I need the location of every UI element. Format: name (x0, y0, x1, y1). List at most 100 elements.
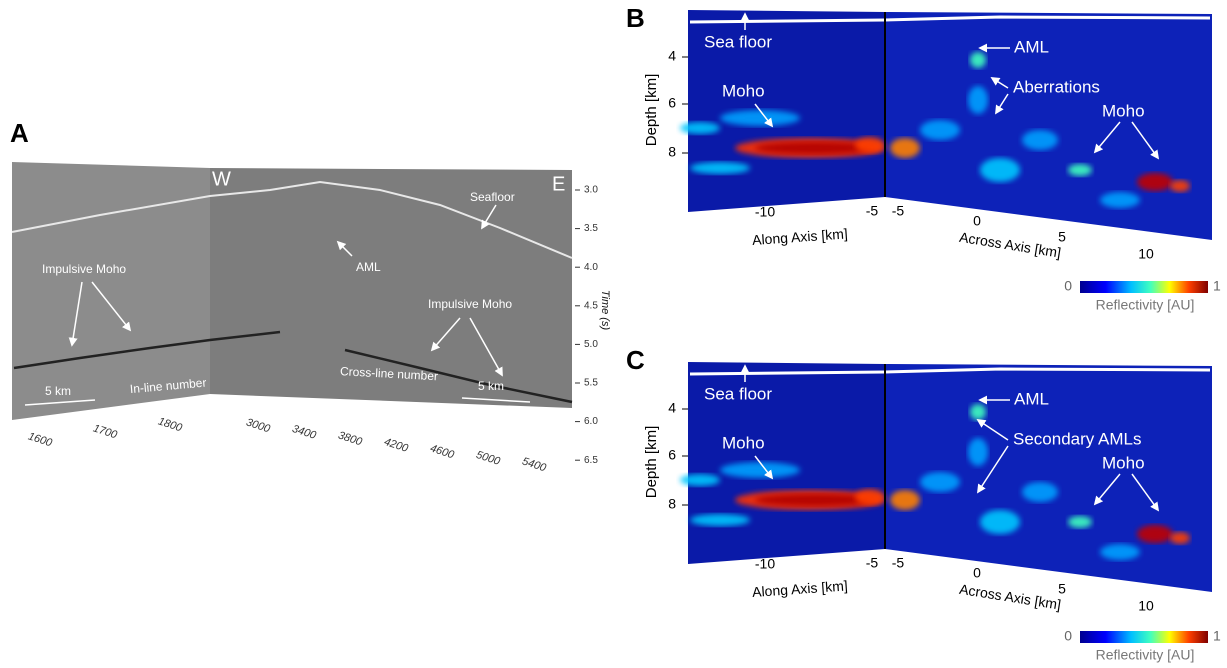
axis-title: Along Axis [km] (752, 225, 849, 248)
panel-label: A (10, 118, 29, 148)
y-tick-label: 8 (668, 496, 676, 512)
axis-title: In-line number (129, 376, 207, 397)
y-tick-label: 6 (668, 95, 676, 111)
x-tick-label: -5 (866, 555, 879, 571)
x-tick-label: 5 (1058, 581, 1066, 597)
across-section (885, 364, 1212, 592)
annotation: Seafloor (470, 190, 515, 204)
arrow (977, 445, 1009, 494)
reflector (1170, 532, 1190, 544)
x-tick-label: 5000 (475, 449, 503, 468)
axis-title: Across Axis [km] (958, 229, 1062, 261)
reflector (690, 162, 750, 174)
colorbar-title: Reflectivity [AU] (1096, 647, 1195, 663)
y-tick-label: 3.5 (584, 223, 598, 234)
annotation: Moho (1102, 101, 1145, 120)
axis-title: Depth [km] (643, 426, 660, 499)
colorbar (1080, 631, 1208, 643)
axis-title: Along Axis [km] (752, 577, 849, 600)
reflector (1022, 482, 1058, 502)
arrow (481, 204, 497, 230)
arrow (1131, 121, 1160, 160)
colorbar-label: 0 (1064, 278, 1072, 294)
x-tick-label: 5400 (521, 455, 549, 474)
arrow (336, 240, 353, 257)
along-section (688, 362, 885, 564)
colorbar (1080, 281, 1208, 293)
y-tick-label: 5.0 (584, 339, 598, 350)
reflector (1022, 130, 1058, 150)
reflector (755, 142, 875, 154)
reflector (1137, 173, 1173, 191)
y-tick-label: 5.5 (584, 378, 598, 389)
y-tick-label: 6.5 (584, 455, 598, 466)
x-tick-label: 4200 (383, 436, 411, 455)
arrow (469, 317, 503, 377)
y-tick-label: 4.0 (584, 262, 598, 273)
along-section (688, 10, 885, 212)
annotation: Aberrations (1013, 77, 1100, 96)
x-tick-label: 10 (1138, 598, 1154, 614)
x-tick-label: 3800 (337, 429, 365, 448)
annotation: AML (1014, 389, 1049, 408)
reflector (968, 438, 988, 466)
x-tick-label: 1700 (92, 422, 120, 441)
scale-label: 5 km (45, 384, 71, 398)
axis-title: Depth [km] (643, 74, 660, 147)
arrow (976, 419, 1009, 441)
y-tick-label: 6.0 (584, 416, 598, 427)
colorbar-title: Reflectivity [AU] (1096, 297, 1195, 313)
reflector (1100, 544, 1140, 560)
annotation: AML (1014, 37, 1049, 56)
axis-title: Across Axis [km] (958, 581, 1062, 613)
x-tick-label: -5 (866, 203, 879, 219)
x-tick-label: 3400 (291, 423, 319, 442)
reflector (1068, 164, 1092, 176)
x-tick-label: -10 (755, 204, 775, 220)
arrow (68, 281, 83, 347)
y-tick-label: 3.0 (584, 185, 598, 196)
x-tick-label: 1800 (157, 415, 185, 434)
moho-reflector (344, 348, 573, 404)
direction-label: E (552, 173, 565, 195)
axis-title: Time (s) (599, 290, 611, 331)
x-tick-label: 4600 (429, 442, 457, 461)
reflector (855, 489, 885, 505)
x-tick-label: -10 (755, 556, 775, 572)
annotation: Impulsive Moho (42, 262, 126, 276)
annotation: AML (356, 260, 381, 274)
arrow (1131, 473, 1160, 512)
scale-bar (461, 397, 531, 403)
direction-label: W (212, 168, 231, 190)
reflector (680, 122, 720, 134)
reflector (890, 138, 920, 158)
y-tick-label: 8 (668, 144, 676, 160)
annotation: Impulsive Moho (428, 297, 512, 311)
reflector (755, 494, 875, 506)
reflector (968, 86, 988, 114)
arrow (1093, 121, 1121, 154)
seafloor-reflector (11, 180, 573, 259)
inline-section (12, 162, 210, 420)
scale-label: 5 km (478, 379, 504, 393)
reflector (690, 514, 750, 526)
reflector (1137, 525, 1173, 543)
annotation: Moho (722, 81, 765, 100)
reflector (855, 137, 885, 153)
colorbar-label: 1 (1213, 278, 1221, 294)
x-tick-label: 3000 (245, 416, 273, 435)
across-section (885, 12, 1212, 240)
arrow (990, 77, 1009, 89)
axis-title: Cross-line number (340, 364, 439, 383)
panel-label: C (626, 345, 645, 375)
y-tick-label: 4 (668, 400, 676, 416)
arrow (1093, 473, 1121, 506)
x-tick-label: 0 (973, 213, 981, 229)
x-tick-label: -5 (892, 555, 905, 571)
colorbar-label: 0 (1064, 628, 1072, 644)
panel-a: A W E Seafloor AML Impulsive Moho Impuls… (10, 118, 611, 420)
annotation: Sea floor (704, 32, 772, 51)
reflector (980, 510, 1020, 534)
reflector (720, 462, 800, 478)
